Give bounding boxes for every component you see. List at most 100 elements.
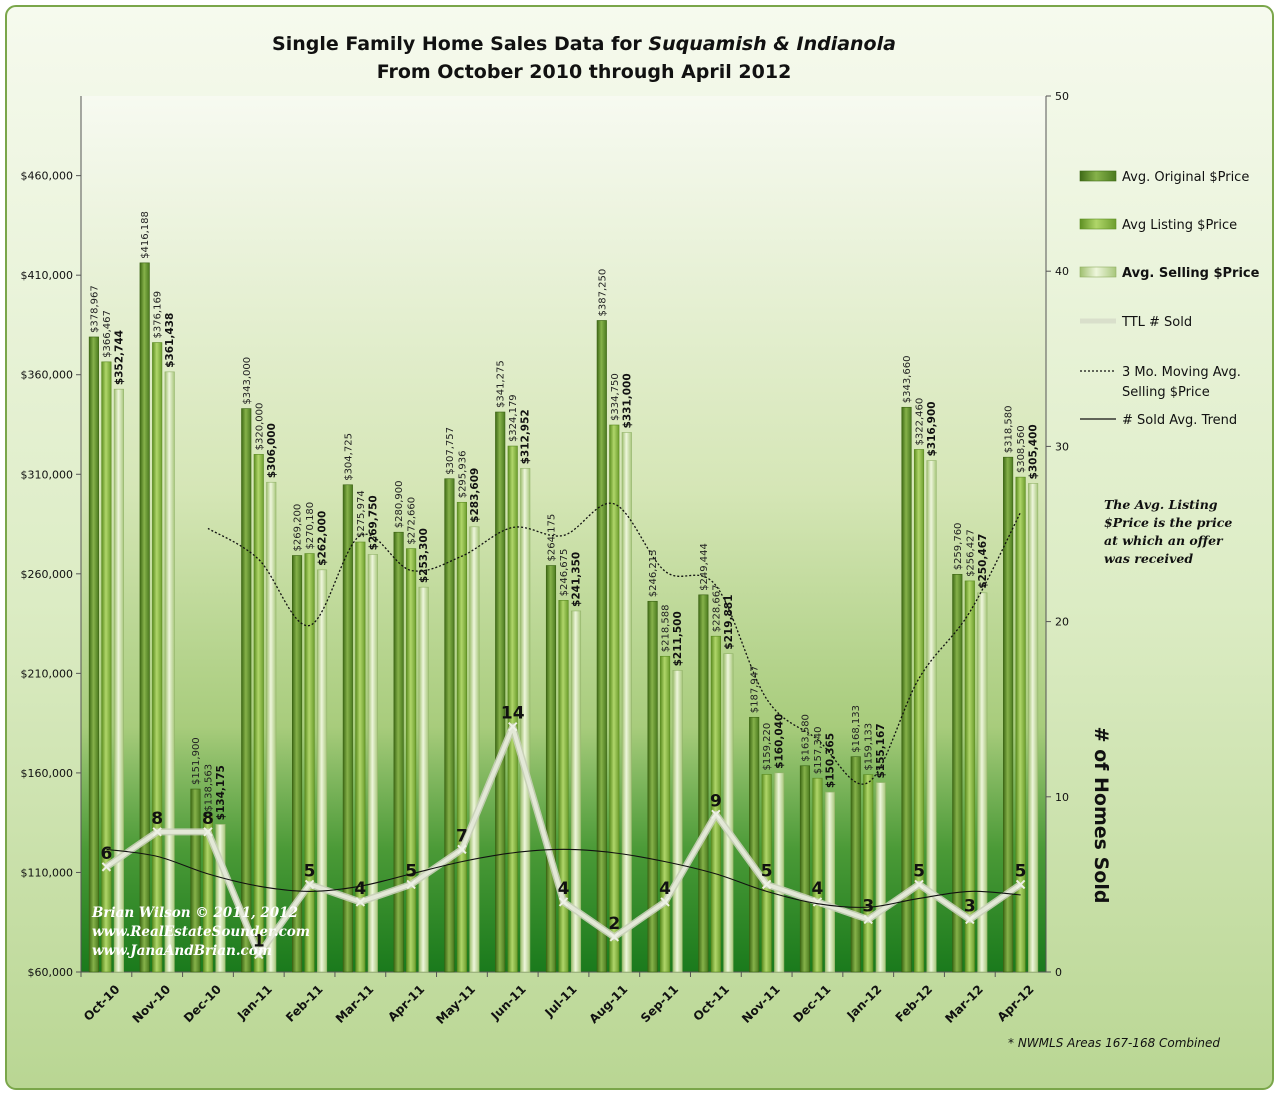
homes-sold-marker <box>965 914 975 925</box>
sold-trend-path <box>106 848 1021 908</box>
homes-sold-marker <box>660 897 670 907</box>
bar-original-price-label: $416,188 <box>140 211 151 259</box>
bar-selling-price-label: $160,040 <box>774 714 786 769</box>
bar-listing-price <box>812 777 823 973</box>
bar-selling-price <box>113 388 124 973</box>
bar-listing-price-label: $138,563 <box>203 764 214 812</box>
legend-sold: TTL # Sold <box>1121 315 1192 330</box>
bar-selling-price-label: $241,350 <box>571 552 583 607</box>
right-tick-label: 20 <box>1055 616 1069 629</box>
left-tick-label: $260,000 <box>21 568 74 581</box>
sold-trend-line <box>106 848 1021 908</box>
footnote: * NWMLS Areas 167-168 Combined <box>1008 1036 1220 1050</box>
bar-listing-price-label: $322,460 <box>915 398 926 446</box>
left-tick-label: $410,000 <box>21 269 74 282</box>
bar-selling-price-label: $262,000 <box>317 511 329 566</box>
bar-selling-price <box>570 610 582 973</box>
bar-listing-price-label: $320,000 <box>254 403 265 451</box>
bar-original-price-label: $343,000 <box>242 357 253 405</box>
bar-selling-price <box>1028 483 1039 973</box>
legend-trend: # Sold Avg. Trend <box>1122 413 1237 428</box>
bar-original-price-label: $318,580 <box>1004 405 1015 453</box>
bar-original-price <box>190 788 201 973</box>
bar-selling-price <box>266 481 277 973</box>
bar-listing-price-label: $275,974 <box>356 490 367 538</box>
chart-title-line1: Single Family Home Sales Data for Suquam… <box>272 33 896 55</box>
bar-original-price-label: $246,213 <box>648 550 659 598</box>
bar-original-price <box>698 594 709 973</box>
bar-listing-price <box>558 600 569 973</box>
homes-sold-marker <box>508 722 518 732</box>
homes-sold-label: 4 <box>659 879 671 899</box>
homes-sold-marker <box>406 879 416 890</box>
legend-swatch-original <box>1079 170 1117 182</box>
bar-selling-price-label: $253,300 <box>418 528 430 583</box>
homes-sold-label: 4 <box>558 879 570 899</box>
bar-listing-price-label: $159,133 <box>864 723 875 771</box>
legend-listing: Avg Listing $Price <box>1122 218 1237 233</box>
right-tick-label: 40 <box>1055 265 1069 278</box>
credit-line-3: www.JanaAndBrian.com <box>92 943 272 959</box>
left-tick-label: $160,000 <box>21 767 74 780</box>
bar-original-price-label: $264,175 <box>547 514 558 562</box>
bar-listing-price-label: $324,179 <box>508 394 519 442</box>
left-tick-label: $110,000 <box>21 866 74 879</box>
left-tick-label: $60,000 <box>28 966 74 979</box>
bar-listing-price-label: $270,180 <box>305 502 316 550</box>
homes-sold-marker <box>711 809 721 820</box>
left-tick-label: $210,000 <box>21 667 74 680</box>
homes-sold-label: 3 <box>964 896 976 916</box>
bar-selling-price-label: $250,467 <box>977 534 989 589</box>
bar-original-price <box>342 484 353 973</box>
bar-original-price-label: $304,725 <box>343 433 354 481</box>
homes-sold-marker <box>304 879 315 890</box>
price-bars <box>88 262 1039 973</box>
bar-selling-price-label: $269,750 <box>367 495 379 550</box>
bar-listing-price-label: $334,750 <box>610 373 621 421</box>
moving-average-path <box>207 502 1022 785</box>
homes-sold-label: 5 <box>761 861 773 881</box>
bar-selling-price-label: $316,900 <box>926 401 938 456</box>
bar-original-price-label: $151,900 <box>191 737 202 785</box>
bar-listing-price-label: $228,667 <box>711 584 722 632</box>
bar-listing-price <box>964 580 975 973</box>
bar-original-price-label: $387,250 <box>597 269 608 317</box>
bar-listing-price-label: $376,169 <box>153 291 164 339</box>
bar-selling-price-label: $150,365 <box>824 733 836 788</box>
bar-listing-price <box>609 424 620 973</box>
bar-original-price-label: $163,580 <box>800 714 811 762</box>
bar-original-price <box>545 565 557 973</box>
left-tick-label: $460,000 <box>21 170 74 183</box>
bar-original-price <box>393 531 404 973</box>
legend-moving-avg-1: 3 Mo. Moving Avg. <box>1122 365 1241 380</box>
homes-sold-label: 2 <box>608 914 620 934</box>
bar-selling-price-label: $305,400 <box>1028 424 1040 479</box>
bar-original-price <box>799 765 810 973</box>
left-y-axis-ticks: $60,000 $110,000 $160,000 $210,000 $260,000 $… <box>21 170 81 979</box>
homes-sold-label: 3 <box>862 896 874 916</box>
bar-listing-price <box>660 655 671 973</box>
credit-block: Brian Wilson © 2011, 2012 www.RealEstate… <box>91 905 310 959</box>
homes-sold-label: 1 <box>253 931 265 951</box>
homes-sold-label: 5 <box>405 861 417 881</box>
bar-selling-price <box>774 772 785 973</box>
bar-listing-price-label: $218,588 <box>661 605 672 653</box>
homes-sold-marker <box>254 949 264 960</box>
bar-original-price <box>647 600 658 973</box>
bar-original-price <box>292 555 303 973</box>
bar-selling-price <box>215 824 226 973</box>
homes-sold-marker <box>609 932 619 942</box>
bar-original-price-label: $378,967 <box>89 285 100 333</box>
bar-selling-price <box>875 782 886 973</box>
legend-swatch-listing <box>1079 218 1117 230</box>
bar-original-price-label: $343,660 <box>902 356 913 404</box>
bar-original-price <box>444 478 455 973</box>
bar-selling-price-label: $211,500 <box>672 611 684 666</box>
homes-sold-label: 4 <box>354 879 366 899</box>
bar-listing-price <box>152 342 163 973</box>
homes-sold-label: 6 <box>100 844 112 864</box>
homes-sold-marker <box>457 844 467 855</box>
bar-original-price-label: $168,133 <box>851 705 862 753</box>
